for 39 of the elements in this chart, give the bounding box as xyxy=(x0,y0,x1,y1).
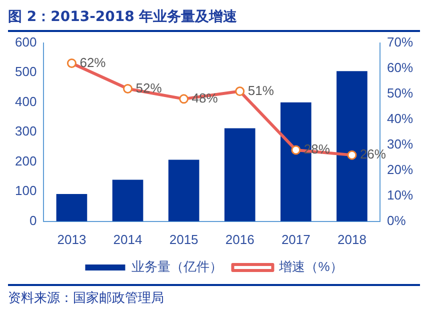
point xyxy=(291,145,301,155)
y-tick-label: 400 xyxy=(14,94,37,109)
y-tick-label: 600 xyxy=(14,34,37,50)
y2-tick-label: 30% xyxy=(386,136,414,152)
y2-tick-label: 0% xyxy=(386,212,406,228)
text: 资料来源：国家邮政管理局 xyxy=(8,284,420,307)
x-tick-label: 2016 xyxy=(225,232,254,247)
x-tick-label: 2014 xyxy=(113,232,142,247)
point xyxy=(123,84,133,94)
y2-tick-label: 50% xyxy=(386,85,414,100)
point xyxy=(347,150,357,160)
bar xyxy=(224,128,256,222)
x-tick-label: 2018 xyxy=(337,232,366,247)
data-label: 62% xyxy=(80,54,106,70)
bar xyxy=(168,160,200,222)
x-tick-label: 2017 xyxy=(281,232,310,247)
y-tick-label: 100 xyxy=(14,183,37,198)
bar xyxy=(112,180,144,222)
data-label: 51% xyxy=(248,82,274,98)
y-tick-label: 0 xyxy=(29,212,37,228)
y2-tick-label: 20% xyxy=(386,162,414,177)
legend-label: 业务量（亿件） xyxy=(132,259,223,274)
y-tick-label: 200 xyxy=(14,153,37,168)
legend-label: 增速（%） xyxy=(278,259,343,274)
y2-tick-label: 70% xyxy=(386,34,414,50)
x-tick-label: 2015 xyxy=(169,232,198,247)
y-tick-label: 500 xyxy=(14,64,37,80)
y2-tick-label: 60% xyxy=(386,60,414,75)
y2-tick-label: 40% xyxy=(386,110,414,126)
y-tick-label: 300 xyxy=(14,124,37,139)
y2-tick-label: 10% xyxy=(386,187,414,202)
x-tick-label: 2013 xyxy=(57,232,86,247)
chart-title: 图 2：2013-2018 年业务量及增速 xyxy=(8,8,420,32)
point xyxy=(179,94,189,104)
point xyxy=(235,86,245,96)
data-label: 52% xyxy=(136,80,162,96)
bar xyxy=(56,194,88,222)
point xyxy=(66,58,76,68)
data-label: 28% xyxy=(304,142,330,157)
